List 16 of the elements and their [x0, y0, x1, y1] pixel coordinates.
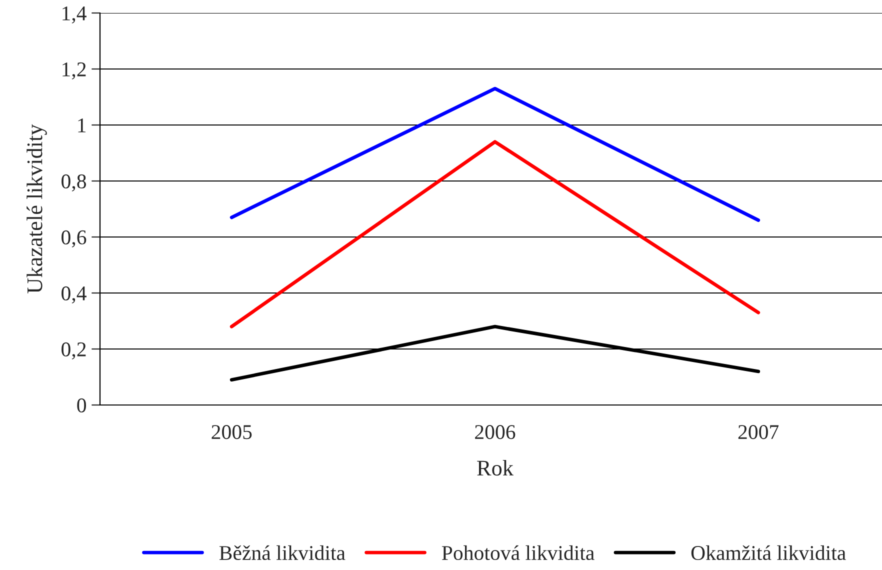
x-tick-label: 2005: [212, 425, 252, 440]
legend-label: Pohotová likvidita: [442, 545, 594, 560]
x-tick-label: 2006: [475, 425, 516, 440]
x-axis-title: Rok: [477, 460, 514, 476]
y-tick-label: 1,4: [62, 6, 86, 24]
y-tick-label: 1: [78, 118, 86, 132]
y-tick-label: 0,4: [62, 286, 86, 304]
x-tick-label: 2007: [738, 425, 779, 440]
legend-label: Okamžitá likvidita: [691, 545, 846, 560]
y-tick-label: 0,2: [62, 342, 86, 360]
legend-label: Běžná likvidita: [219, 545, 346, 560]
y-tick-label: 1,2: [62, 62, 86, 80]
y-tick-label: 0: [77, 398, 86, 412]
y-tick-label: 0,6: [62, 230, 86, 248]
y-axis-title: Ukazatelé likvidity: [26, 124, 47, 294]
y-tick-label: 0,8: [62, 174, 86, 192]
